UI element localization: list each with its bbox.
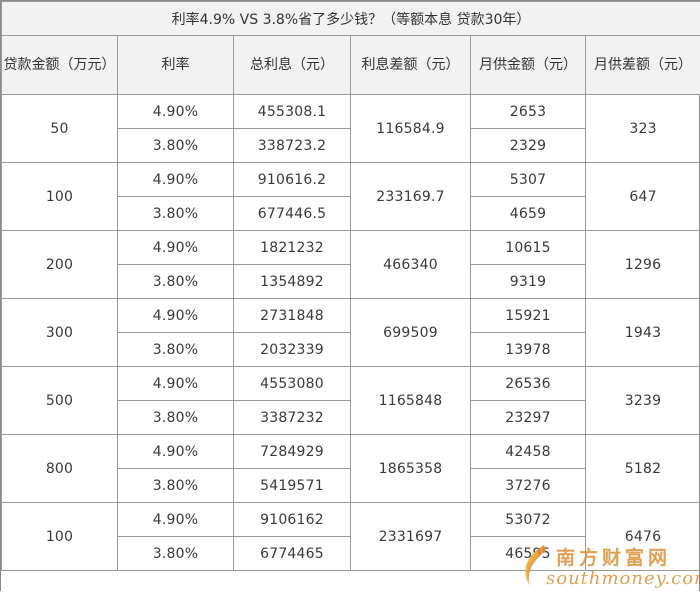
total-interest-cell: 455308.1 (234, 95, 351, 129)
monthly-payment-cell: 10615 (471, 231, 586, 265)
rate-cell: 3.80% (118, 129, 234, 163)
monthly-payment-cell: 2329 (471, 129, 586, 163)
monthly-payment-cell: 42458 (471, 435, 586, 469)
rate-cell: 3.80% (118, 401, 234, 435)
loan-amount-cell: 100 (2, 163, 118, 231)
monthly-diff-cell: 5182 (586, 435, 700, 503)
total-interest-cell: 1354892 (234, 265, 351, 299)
monthly-diff-cell: 6476 (586, 503, 700, 571)
total-interest-cell: 5419571 (234, 469, 351, 503)
watermark-domain: southmoney.com (546, 568, 700, 589)
rate-cell: 3.80% (118, 469, 234, 503)
loan-amount-cell: 100 (2, 503, 118, 571)
monthly-payment-cell: 23297 (471, 401, 586, 435)
total-interest-cell: 1821232 (234, 231, 351, 265)
monthly-payment-cell: 37276 (471, 469, 586, 503)
title-row: 利率4.9% VS 3.8%省了多少钱？（等额本息 贷款30年） (2, 2, 700, 36)
monthly-payment-cell: 2653 (471, 95, 586, 129)
table-title: 利率4.9% VS 3.8%省了多少钱？（等额本息 贷款30年） (2, 2, 700, 36)
rate-cell: 4.90% (118, 163, 234, 197)
total-interest-cell: 677446.5 (234, 197, 351, 231)
interest-diff-cell: 466340 (351, 231, 471, 299)
monthly-diff-cell: 647 (586, 163, 700, 231)
header-monthly: 月供金额（元） (471, 36, 586, 95)
rate-cell: 4.90% (118, 435, 234, 469)
loan-amount-cell: 500 (2, 367, 118, 435)
header-row: 贷款金额（万元） 利率 总利息（元） 利息差额（元） 月供金额（元） 月供差额（… (2, 36, 700, 95)
monthly-payment-cell: 5307 (471, 163, 586, 197)
interest-diff-cell: 1165848 (351, 367, 471, 435)
interest-diff-cell: 699509 (351, 299, 471, 367)
loan-amount-cell: 300 (2, 299, 118, 367)
total-interest-cell: 910616.2 (234, 163, 351, 197)
monthly-payment-cell: 13978 (471, 333, 586, 367)
total-interest-cell: 3387232 (234, 401, 351, 435)
rate-cell: 4.90% (118, 299, 234, 333)
monthly-payment-cell: 26536 (471, 367, 586, 401)
total-interest-cell: 338723.2 (234, 129, 351, 163)
monthly-payment-cell: 46595 (471, 537, 586, 571)
rate-cell: 3.80% (118, 265, 234, 299)
monthly-diff-cell: 3239 (586, 367, 700, 435)
rate-cell: 3.80% (118, 197, 234, 231)
rate-cell: 4.90% (118, 503, 234, 537)
monthly-diff-cell: 323 (586, 95, 700, 163)
interest-diff-cell: 233169.7 (351, 163, 471, 231)
monthly-payment-cell: 4659 (471, 197, 586, 231)
loan-amount-cell: 800 (2, 435, 118, 503)
total-interest-cell: 7284929 (234, 435, 351, 469)
header-amount: 贷款金额（万元） (2, 36, 118, 95)
monthly-payment-cell: 53072 (471, 503, 586, 537)
header-total-interest: 总利息（元） (234, 36, 351, 95)
interest-diff-cell: 2331697 (351, 503, 471, 571)
total-interest-cell: 2731848 (234, 299, 351, 333)
loan-amount-cell: 50 (2, 95, 118, 163)
total-interest-cell: 2032339 (234, 333, 351, 367)
total-interest-cell: 6774465 (234, 537, 351, 571)
rate-cell: 3.80% (118, 333, 234, 367)
total-interest-cell: 9106162 (234, 503, 351, 537)
loan-comparison-table: 利率4.9% VS 3.8%省了多少钱？（等额本息 贷款30年） 贷款金额（万元… (1, 1, 700, 571)
interest-diff-cell: 116584.9 (351, 95, 471, 163)
rate-cell: 3.80% (118, 537, 234, 571)
header-interest-diff: 利息差额（元） (351, 36, 471, 95)
header-rate: 利率 (118, 36, 234, 95)
monthly-payment-cell: 15921 (471, 299, 586, 333)
rate-cell: 4.90% (118, 95, 234, 129)
loan-amount-cell: 200 (2, 231, 118, 299)
interest-diff-cell: 1865358 (351, 435, 471, 503)
rate-cell: 4.90% (118, 231, 234, 265)
rate-cell: 4.90% (118, 367, 234, 401)
header-monthly-diff: 月供差额（元） (586, 36, 700, 95)
total-interest-cell: 4553080 (234, 367, 351, 401)
monthly-diff-cell: 1943 (586, 299, 700, 367)
monthly-payment-cell: 9319 (471, 265, 586, 299)
monthly-diff-cell: 1296 (586, 231, 700, 299)
